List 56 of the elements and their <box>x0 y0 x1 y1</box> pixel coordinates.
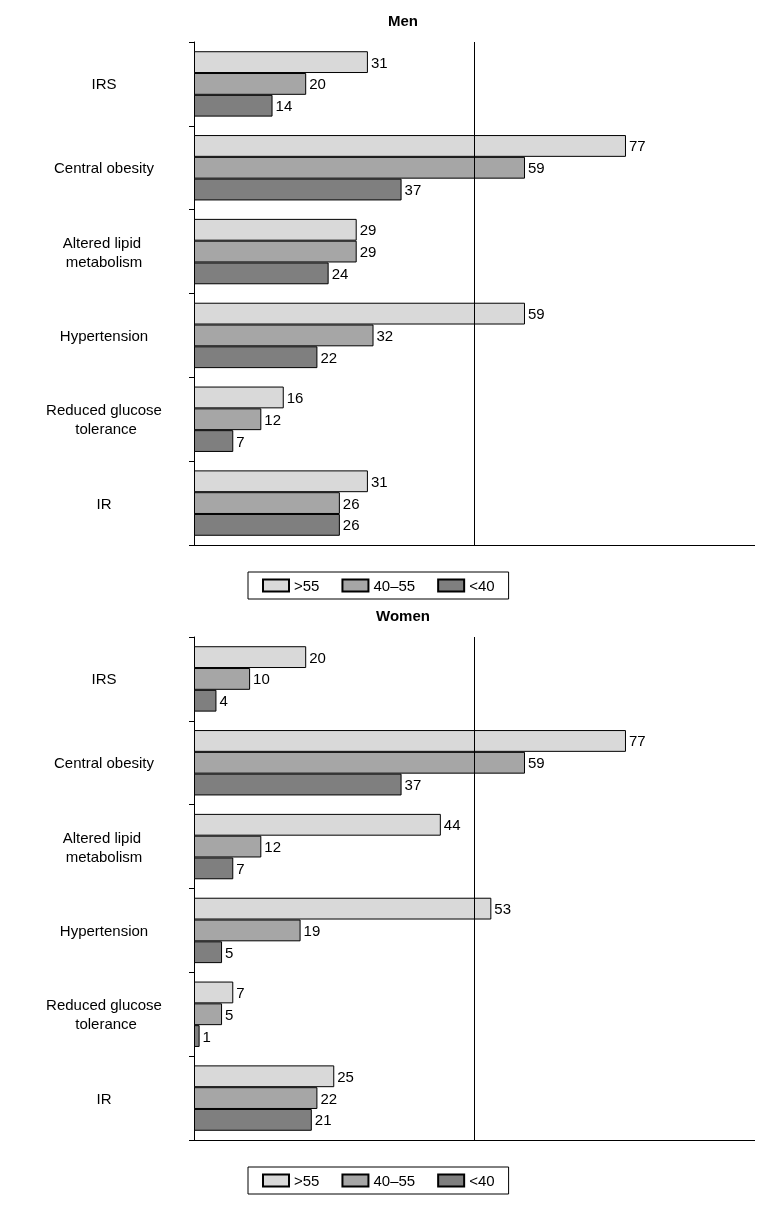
data-label: 77 <box>628 137 646 155</box>
data-label: 31 <box>370 53 388 71</box>
y-tick-label: IRS <box>91 75 117 93</box>
y-tick-label: Hypertension <box>59 326 149 344</box>
data-label: 20 <box>309 648 326 666</box>
legend-label: 40–55 <box>373 1172 416 1189</box>
data-label: 59 <box>527 159 545 177</box>
data-label: 25 <box>337 1067 354 1085</box>
y-tick-label: Central obesity <box>53 754 155 772</box>
data-label: 26 <box>342 494 360 512</box>
y-tick-label: Central obesity <box>53 159 155 177</box>
data-label: 12 <box>264 838 282 856</box>
data-label: 19 <box>303 921 321 939</box>
data-label: 37 <box>404 181 422 199</box>
data-label: 22 <box>320 1089 338 1107</box>
data-label: 14 <box>275 97 293 115</box>
legend-label: <40 <box>469 577 495 594</box>
data-label: 16 <box>286 388 304 406</box>
y-tick-label: Reduced glucose tolerance <box>46 996 162 1033</box>
data-label: 7 <box>236 983 245 1001</box>
legend-label: >55 <box>294 1172 320 1189</box>
data-label: 7 <box>236 432 245 450</box>
data-label: 12 <box>264 410 282 428</box>
data-label: 10 <box>253 670 270 688</box>
data-label: 44 <box>443 816 461 834</box>
data-label: 31 <box>370 472 388 490</box>
data-label: 59 <box>527 305 545 323</box>
data-label: 4 <box>219 692 228 710</box>
data-label: 29 <box>359 221 377 239</box>
data-label: 29 <box>359 243 377 261</box>
data-label: 7 <box>236 859 245 877</box>
data-label: 26 <box>342 516 360 534</box>
legend-label: >55 <box>294 577 320 594</box>
y-tick-label: Hypertension <box>59 921 149 939</box>
data-label: 24 <box>331 264 349 282</box>
data-label: 53 <box>494 900 512 918</box>
data-label: 77 <box>628 732 646 750</box>
y-tick-label: Altered lipid metabolism <box>62 828 146 865</box>
chart-title: Men <box>388 12 418 29</box>
chart-title: Women <box>376 607 430 624</box>
y-tick-label: IR <box>96 1089 112 1107</box>
y-tick-label: IRS <box>91 670 117 688</box>
data-label: 1 <box>202 1027 211 1045</box>
data-label: 37 <box>404 776 422 794</box>
data-label: 22 <box>320 348 338 366</box>
data-label: 21 <box>314 1111 332 1129</box>
data-label: 5 <box>225 943 234 961</box>
y-tick-label: Reduced glucose tolerance <box>46 401 162 438</box>
legend-label: <40 <box>469 1172 495 1189</box>
y-tick-label: IR <box>96 494 112 512</box>
data-label: 20 <box>309 75 326 93</box>
legend-label: 40–55 <box>373 577 416 594</box>
data-label: 5 <box>225 1005 234 1023</box>
y-tick-label: Altered lipid metabolism <box>62 233 146 270</box>
data-label: 59 <box>527 754 545 772</box>
data-label: 32 <box>376 326 394 344</box>
